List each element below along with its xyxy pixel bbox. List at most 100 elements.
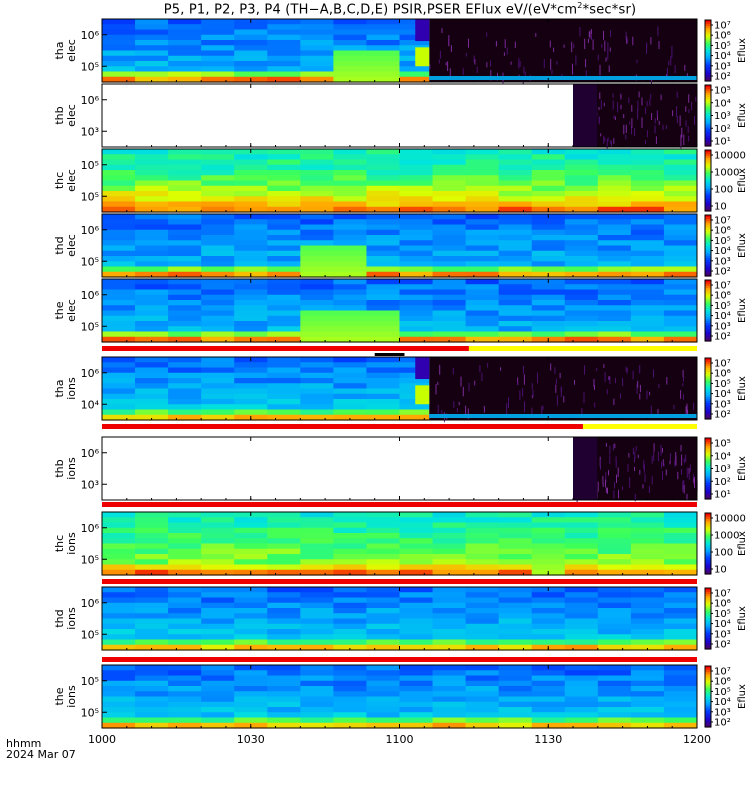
spectrogram-cell <box>465 543 500 550</box>
spectrogram-cell <box>399 569 434 576</box>
spectrogram-cell <box>201 665 235 671</box>
spectrogram-cell <box>234 326 268 333</box>
spectrogram-cell <box>531 219 566 226</box>
spectrogram-cell <box>168 399 202 405</box>
spectrogram-cell <box>432 564 467 571</box>
spectrogram-cell <box>102 634 136 641</box>
spectrogram-cell <box>432 284 467 291</box>
spectrogram-cell <box>234 613 268 620</box>
spectrogram-cell <box>300 71 334 78</box>
noise-speck <box>632 447 634 455</box>
spectrogram-cell <box>234 559 268 566</box>
spectrogram-cell <box>531 691 566 698</box>
colorbar-segment <box>705 231 711 234</box>
spectrogram-cell <box>234 55 268 62</box>
spectrogram-cell <box>135 527 169 534</box>
spectrogram-cell <box>102 175 136 182</box>
colorbar-segment <box>705 567 711 571</box>
colorbar-segment <box>705 152 711 155</box>
noise-speck <box>617 467 619 477</box>
noise-speck <box>634 128 636 136</box>
spectrogram-cell <box>201 191 235 197</box>
spectrogram-cell <box>300 623 334 630</box>
spectrogram-cell <box>465 522 500 529</box>
colorbar-segment <box>705 42 711 45</box>
spectrogram-cell <box>531 707 566 713</box>
noise-speck <box>467 408 469 420</box>
spectrogram-cell <box>168 24 202 31</box>
spectrogram-cell <box>597 214 632 220</box>
spectrogram-cell <box>168 159 202 166</box>
noise-speck <box>663 463 665 467</box>
noise-speck <box>560 386 562 398</box>
spectrogram-cell <box>564 245 599 252</box>
noise-speck <box>662 459 664 467</box>
spectrogram-cell <box>630 670 665 677</box>
spectrogram-cell <box>498 149 533 155</box>
colorbar-segment <box>705 484 711 488</box>
spectrogram-cell <box>630 159 665 166</box>
spectrogram-cell <box>531 256 566 262</box>
spectrogram-cell <box>102 543 136 550</box>
spectrogram-cell <box>234 712 268 719</box>
colorbar-segment <box>705 316 711 320</box>
spectrogram-cell <box>102 180 136 187</box>
noise-speck <box>639 365 641 374</box>
spectrogram-cell <box>564 261 599 268</box>
spectrogram-cell <box>366 45 401 52</box>
spectrogram-cell <box>333 149 368 155</box>
spectrogram-cell <box>102 629 136 635</box>
spectrogram-cell <box>267 224 301 231</box>
spectrogram-cell <box>432 608 467 614</box>
spectrogram-cell <box>102 548 136 555</box>
spectrogram-cell <box>135 175 169 182</box>
spectrogram-cell <box>597 696 632 703</box>
spectrogram-cell <box>399 71 430 78</box>
spectrogram-cell <box>333 696 368 703</box>
spectrogram-cell <box>399 55 430 62</box>
spectrogram-cell <box>300 245 334 252</box>
spectrogram-cell <box>234 24 268 31</box>
spectrogram-cell <box>300 393 334 400</box>
spectrogram-cell <box>267 634 301 641</box>
colorbar-segment <box>705 676 711 679</box>
spectrogram-cell <box>465 256 500 262</box>
spectrogram-cell <box>267 331 301 338</box>
spectrogram-cell <box>432 219 467 226</box>
noise-speck <box>597 54 599 61</box>
spectrogram-cell <box>267 219 301 226</box>
spectrogram-cell <box>564 569 599 576</box>
spectrogram-cell <box>333 300 368 306</box>
spectrogram-cell <box>663 201 697 208</box>
spectrogram-cell <box>234 34 268 41</box>
noise-speck <box>622 486 623 491</box>
spectrogram-cell <box>663 696 697 703</box>
spectrogram-cell <box>597 266 632 273</box>
spectrogram-cell <box>630 185 665 192</box>
noise-speck <box>665 125 667 130</box>
spectrogram-cell <box>498 284 533 291</box>
spectrogram-cell <box>630 191 665 197</box>
spectrogram-cell <box>267 675 301 682</box>
noise-speck <box>524 71 526 79</box>
spectrogram-cell <box>465 717 500 724</box>
noise-speck <box>637 380 639 388</box>
colorbar-segment <box>705 480 711 484</box>
spectrogram-cell <box>135 159 169 166</box>
spectrogram-cell <box>300 154 334 161</box>
spectrogram-cell <box>267 393 301 400</box>
colorbar-segment <box>705 366 711 369</box>
spectrogram-cell <box>564 271 599 278</box>
spectrogram-cell <box>597 315 632 322</box>
spectrogram-cell <box>531 533 566 539</box>
colorbar-segment <box>705 320 711 324</box>
spectrogram-cell <box>135 266 169 273</box>
spectrogram-cell <box>630 214 665 220</box>
spectrogram-cell <box>135 66 169 73</box>
spectrogram-cell <box>135 24 169 31</box>
spectrogram-cell <box>168 404 202 411</box>
spectrogram-cell <box>399 321 434 327</box>
colorbar-tick-label: 10⁴ <box>714 389 731 400</box>
spectrogram-cell <box>597 261 632 268</box>
spectrogram-cell <box>465 300 500 306</box>
